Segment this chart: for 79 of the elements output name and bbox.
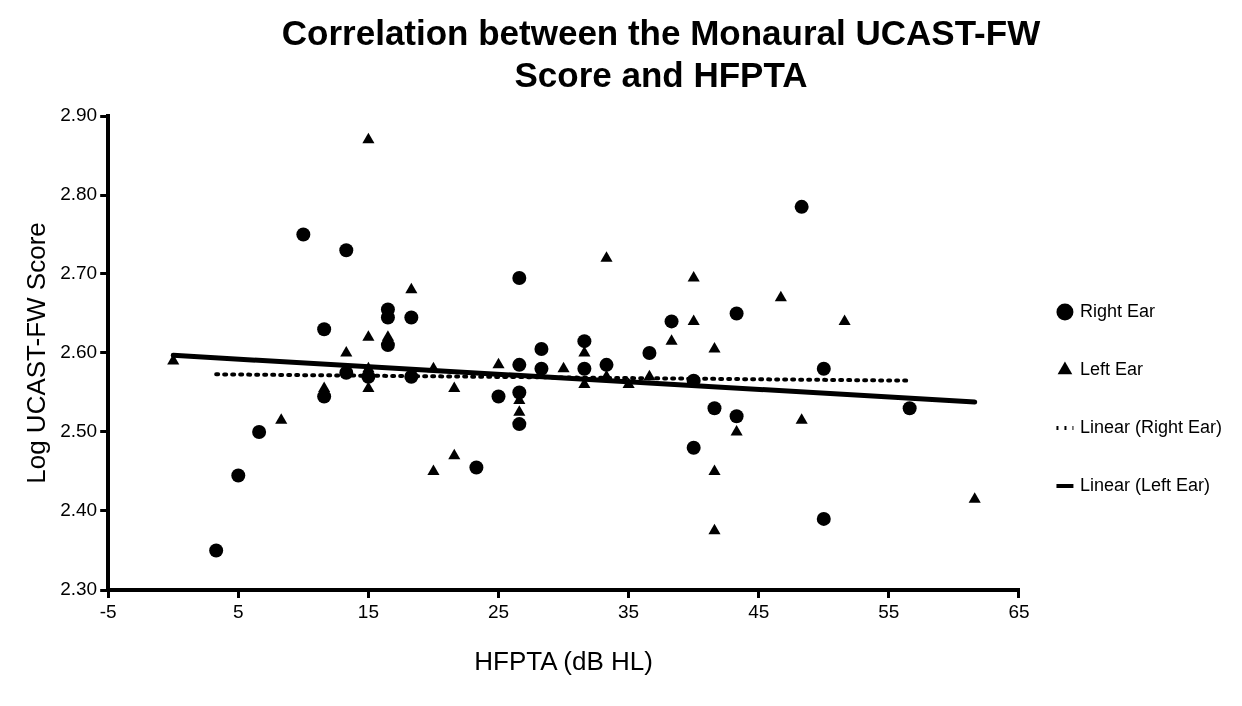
point (252, 425, 267, 439)
point (362, 330, 375, 341)
point (730, 425, 743, 436)
point (513, 405, 526, 416)
chart-title: Correlation between the Monaural UCAST-FW Score and HFPTA (281, 12, 1041, 96)
point (491, 389, 506, 404)
point (708, 523, 721, 535)
point (664, 314, 679, 329)
point (339, 365, 354, 380)
point (794, 199, 809, 214)
point (577, 361, 592, 376)
point (795, 413, 808, 424)
legend-label: Linear (Right Ear) (1079, 416, 1222, 437)
x-tick-label: 25 (487, 600, 510, 622)
point (622, 377, 635, 389)
point (427, 464, 440, 475)
point (448, 448, 461, 460)
point (512, 385, 527, 400)
point (405, 282, 418, 294)
point (902, 401, 917, 416)
y-tick-label: 2.60 (60, 341, 98, 363)
x-tick-label: 35 (618, 600, 640, 622)
point (231, 468, 246, 483)
point (729, 409, 744, 424)
point (816, 511, 831, 526)
point (469, 460, 484, 475)
x-tick-label: 55 (878, 600, 900, 622)
point (838, 314, 851, 325)
point (296, 227, 311, 242)
x-tick-label: 15 (357, 600, 379, 622)
y-tick-label: 2.50 (60, 420, 98, 442)
y-tick-label: 2.70 (60, 262, 98, 284)
point (665, 334, 678, 345)
point (642, 346, 657, 360)
point (275, 413, 288, 424)
x-tick-label: 45 (748, 600, 770, 622)
point (512, 417, 527, 432)
point (708, 342, 721, 353)
point (708, 464, 721, 475)
point (643, 369, 656, 381)
point (404, 369, 419, 384)
point (968, 492, 981, 503)
point (209, 543, 224, 558)
legend-label: Left Ear (1079, 358, 1143, 379)
point (774, 290, 787, 302)
point (512, 270, 527, 285)
y-axis-title: Log UCAST-FW Score (20, 222, 51, 484)
point (448, 381, 461, 393)
point (557, 361, 570, 373)
point (380, 338, 395, 353)
x-tick-label: 65 (1008, 600, 1030, 622)
y-tick-label: 2.80 (60, 183, 98, 205)
point (534, 342, 549, 357)
x-axis-title: HFPTA (dB HL) (474, 645, 653, 676)
point (686, 440, 701, 455)
point (362, 132, 375, 144)
point (707, 401, 722, 416)
point (339, 243, 354, 258)
point (317, 389, 332, 404)
point (687, 270, 700, 282)
point (729, 306, 744, 321)
point (317, 322, 332, 337)
point (512, 357, 527, 372)
point (577, 334, 592, 349)
point (600, 251, 613, 262)
y-tick-label: 2.30 (60, 578, 98, 600)
legend-label: Linear (Left Ear) (1079, 474, 1210, 495)
y-tick-label: 2.40 (60, 499, 98, 521)
legend-label: Right Ear (1079, 300, 1155, 321)
point (599, 357, 614, 372)
point (492, 357, 505, 369)
point (404, 310, 419, 325)
y-tick-label: 2.90 (60, 104, 98, 126)
x-tick-label: -5 (99, 600, 117, 622)
point (340, 346, 353, 357)
point (687, 314, 700, 325)
x-tick-label: 5 (233, 600, 244, 622)
point (816, 361, 831, 376)
point (534, 361, 549, 376)
